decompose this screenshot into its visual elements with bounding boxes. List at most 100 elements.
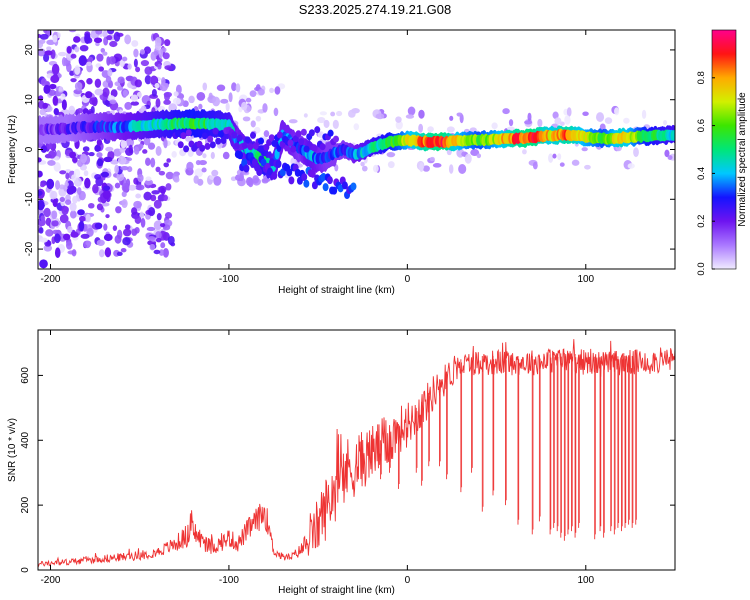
noise-blob [552, 111, 559, 119]
noise-blob [77, 209, 85, 216]
x-tick-label: -100 [219, 274, 239, 285]
ridge-branch [185, 129, 192, 137]
noise-blob [522, 149, 527, 155]
noise-blob [508, 119, 514, 127]
noise-blob [70, 53, 77, 59]
noise-blob [193, 175, 199, 184]
noise-blob [80, 233, 90, 239]
ridge-branch [319, 143, 326, 151]
noise-blob [76, 187, 82, 195]
noise-blob [109, 99, 117, 105]
ridge-branch [309, 169, 316, 178]
noise-blob [66, 46, 72, 54]
noise-blob [107, 69, 113, 77]
noise-blob [128, 184, 137, 191]
noise-blob [162, 194, 168, 202]
noise-blob [40, 145, 48, 153]
ridge-branch [322, 183, 329, 192]
noise-blob [155, 238, 162, 243]
noise-blob [102, 189, 111, 200]
noise-blob [102, 87, 110, 98]
noise-blob [164, 211, 173, 219]
noise-blob [113, 31, 121, 42]
noise-blob [330, 111, 336, 117]
noise-blob [69, 202, 77, 212]
noise-blob [94, 78, 102, 88]
noise-blob [130, 101, 140, 106]
noise-blob [121, 191, 127, 198]
noise-blob [231, 82, 237, 92]
ridge-branch [220, 137, 227, 145]
noise-blob [52, 95, 59, 106]
snr-line [38, 339, 675, 567]
frequency-ridge [38, 108, 675, 200]
noise-blob [74, 81, 83, 91]
noise-blob [105, 214, 110, 219]
noise-blob [72, 195, 78, 204]
noise-blob [86, 61, 93, 66]
noise-blob [127, 63, 132, 70]
colorbar-tick-label: 0.8 [696, 71, 707, 84]
noise-blob [94, 144, 101, 152]
noise-blob [55, 180, 61, 190]
noise-blob [44, 50, 53, 56]
noise-blob [288, 119, 298, 124]
noise-blob [83, 170, 89, 177]
noise-blob [156, 213, 162, 221]
figure-title: S233.2025.274.19.21.G08 [299, 2, 452, 17]
y-tick-label: 200 [20, 496, 31, 513]
snr-panel: -200 -100 0 100 0 200 400 600 Height of straight… [7, 329, 676, 596]
ridge-branch [275, 159, 282, 168]
ridge-branch [256, 168, 263, 177]
noise-blob [263, 130, 270, 138]
noise-blob [524, 120, 533, 125]
noise-blob [46, 46, 52, 51]
noise-blob [124, 34, 132, 45]
noise-blob [74, 65, 81, 75]
noise-blob [137, 173, 144, 183]
noise-blob [128, 144, 133, 154]
ridge-branch [296, 176, 303, 185]
noise-blob [38, 199, 45, 211]
noise-blob [247, 178, 254, 188]
noise-blob [61, 56, 67, 67]
noise-blob [158, 48, 164, 59]
noise-blob [172, 97, 182, 105]
noise-blob [235, 83, 241, 93]
noise-blob [633, 147, 639, 158]
noise-blob [552, 153, 557, 159]
y-tick-label: 0 [20, 567, 31, 573]
noise-blob [165, 171, 174, 180]
noise-blob [432, 163, 442, 168]
noise-blob [599, 123, 606, 131]
noise-blob [58, 86, 63, 92]
noise-blob [96, 53, 104, 62]
noise-blob [144, 66, 153, 75]
noise-blob [94, 222, 103, 230]
noise-blob [85, 240, 92, 246]
x-axis-label: Height of straight line (km) [278, 285, 395, 296]
x-tick-label: 0 [405, 575, 411, 586]
ridge-branch [314, 126, 321, 134]
x-tick-label: -200 [40, 274, 60, 285]
noise-blob [527, 112, 532, 122]
noise-blob [54, 233, 61, 244]
x-axis-label: Height of straight line (km) [278, 585, 395, 596]
ridge-branch [183, 145, 190, 153]
ridge-branch [266, 167, 273, 176]
ridge-branch [250, 131, 257, 139]
ridge-branch [199, 144, 206, 152]
noise-blob [347, 109, 356, 118]
noise-blob [124, 101, 132, 110]
noise-blob [158, 185, 167, 194]
noise-blob [38, 227, 44, 234]
noise-blob [108, 56, 116, 65]
ridge-branch [271, 171, 278, 180]
noise-blob [171, 150, 177, 158]
noise-blob [116, 172, 125, 182]
noise-blob [51, 63, 60, 75]
ridge-branch [332, 135, 339, 143]
noise-blob [80, 153, 88, 164]
noise-blob [195, 159, 201, 166]
